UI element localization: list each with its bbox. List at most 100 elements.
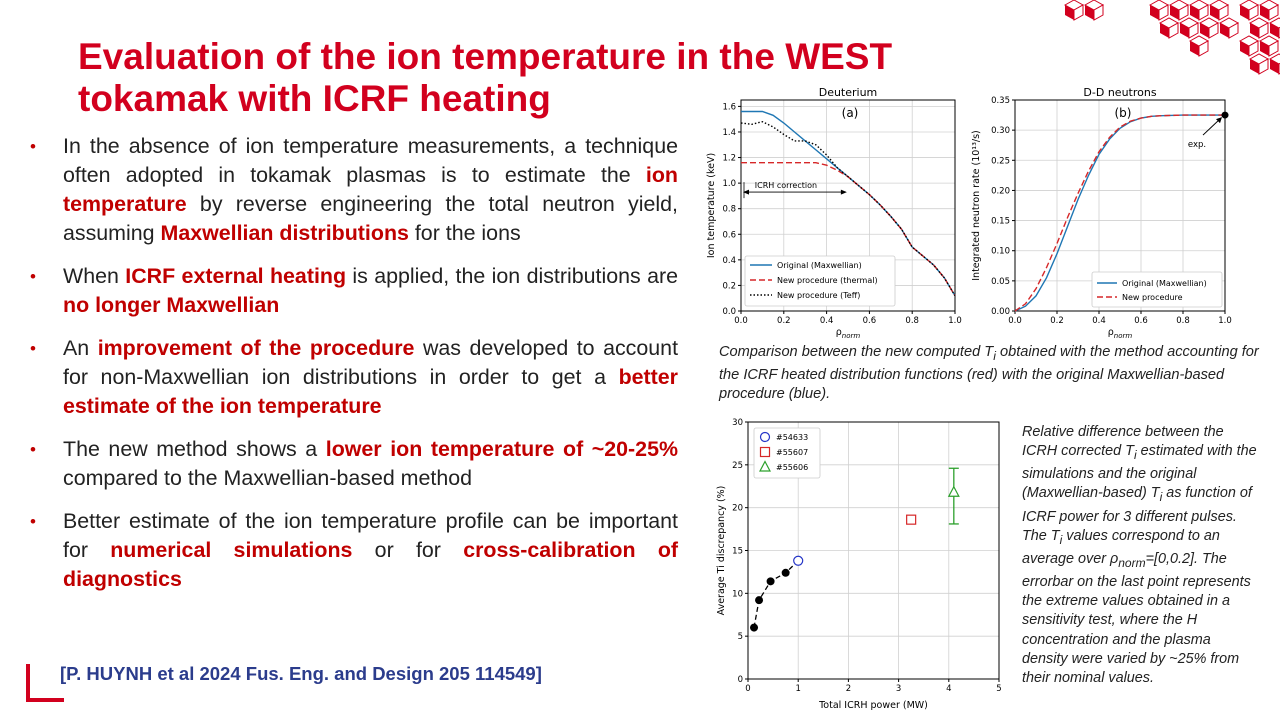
bullet-text: Better estimate of the ion temperature p…	[63, 509, 678, 562]
bullet-marker: •	[30, 339, 36, 358]
series-line	[740, 120, 956, 297]
legend-label: Original (Maxwellian)	[777, 261, 862, 270]
cube-left	[1250, 23, 1259, 38]
cube-left	[1150, 5, 1159, 20]
chart-title: Deuterium	[819, 86, 878, 99]
y-tick-label: 0.10	[991, 247, 1010, 257]
legend-label: Original (Maxwellian)	[1122, 279, 1207, 288]
legend-box	[753, 427, 821, 479]
cube-right	[1208, 22, 1219, 39]
caption2-ti-subscript-2: i	[1159, 490, 1163, 505]
bullet-text: was developed to account for non-Maxwell…	[63, 336, 679, 389]
data-point-triangle	[947, 485, 960, 497]
caption2-ti-subscript-1: i	[1133, 448, 1137, 463]
x-tick-label: 0.4	[820, 316, 834, 326]
y-tick-label: 0.15	[991, 217, 1010, 227]
legend-label: #55606	[776, 463, 808, 472]
bullet-text: for the ions	[408, 221, 521, 245]
panel-label: (a)	[842, 106, 859, 120]
y-axis-label: Ion temperature (keV)	[706, 153, 717, 258]
x-tick-label: 0.0	[1008, 316, 1022, 326]
bullet-text: When	[63, 264, 126, 288]
legend-label: #55607	[776, 448, 808, 457]
y-tick-label: 15	[732, 547, 743, 557]
cube-left	[1170, 5, 1179, 20]
legend-label: New procedure (thermal)	[777, 276, 878, 285]
legend-label: New procedure	[1122, 293, 1183, 302]
caption2-text-b: estimated with the simulations and the o…	[1022, 443, 1257, 502]
bullet-text: compared to the Maxwellian-based method	[63, 466, 473, 490]
cube-left	[1270, 59, 1279, 74]
caption2-text-c: as function of ICRF power for 3 differen…	[1022, 485, 1252, 544]
cube-right	[1188, 22, 1199, 39]
caption2-ti-symbol-3: T	[1050, 527, 1060, 544]
x-tick-label: 0.6	[863, 316, 877, 326]
bullet-marker: •	[30, 137, 36, 156]
legend-marker	[759, 460, 771, 472]
cube-left	[1270, 23, 1279, 38]
panel-label: (b)	[1115, 106, 1132, 120]
x-tick-label: 2	[846, 684, 851, 694]
cube-right	[1158, 4, 1169, 21]
arrow-head-left	[743, 189, 749, 195]
bullet-item: • Better estimate of the ion temperature …	[30, 507, 678, 594]
bullet-text: by reverse engineering the total neutron…	[63, 192, 678, 245]
cube-right	[1168, 22, 1179, 39]
bullet-text: An	[63, 336, 98, 360]
cube-left	[1240, 41, 1249, 56]
cube-right	[1178, 4, 1189, 21]
y-tick-label: 30	[732, 418, 743, 428]
cube-right	[1198, 4, 1209, 21]
exp-arrow-head	[1216, 117, 1222, 124]
data-point-black	[781, 568, 790, 577]
x-tick-label: 1.0	[1218, 316, 1232, 326]
x-tick-label: 0.4	[1092, 316, 1106, 326]
series-line	[1014, 114, 1225, 312]
cube-left	[1250, 59, 1259, 74]
chart-dd-neutrons: 0.0 0.2 0.4 0.6 0.8 1.0 0.00 0.05 0.10 0.15 0.20 0.…	[971, 86, 1232, 340]
y-axis-label: Integrated neutron rate (10¹³/s)	[971, 130, 982, 281]
cube-right	[1228, 22, 1239, 39]
plot-frame	[740, 99, 956, 312]
chart-deuterium-temperature: 0.0 0.2 0.4 0.6 0.8 1.0 0.0 0.2 0.4 0.6 0.8 1.0 1.2 1…	[706, 86, 962, 340]
citation-reference: [P. HUYNH et al 2024 Fus. Eng. and Desig…	[60, 663, 542, 684]
y-tick-label: 0.4	[722, 256, 736, 266]
bullet-marker: •	[30, 267, 36, 286]
cube-right	[1248, 4, 1259, 21]
bullet-item: • The new method shows a lower ion temper…	[30, 435, 678, 493]
highlighted-text: cross-calibration of diagnostics	[63, 538, 679, 591]
data-point-circle	[793, 555, 804, 566]
cube-left	[1220, 23, 1229, 38]
cube-right	[1268, 4, 1279, 21]
caption1-text-b: obtained with the method accounting for …	[719, 344, 1259, 402]
caption-comparison: Comparison between the new computed Ti o…	[719, 343, 1259, 404]
bullet-text: is applied, the ion distributions are	[346, 264, 678, 288]
highlighted-text: better estimate of the ion temperature	[63, 365, 678, 418]
cube-left	[1260, 41, 1269, 56]
x-tick-label: 0.8	[1176, 316, 1190, 326]
x-tick-label: 0.0	[734, 316, 748, 326]
y-tick-label: 1.6	[722, 102, 736, 112]
data-point-black	[766, 577, 775, 586]
y-tick-label: 25	[732, 461, 743, 471]
cube-right	[1268, 40, 1279, 57]
trend-line	[753, 560, 799, 628]
highlighted-text: lower ion temperature of ~20-25%	[325, 437, 678, 461]
x-tick-label: 0.2	[777, 316, 791, 326]
x-tick-label: 0.6	[1134, 316, 1148, 326]
x-tick-label: 0.2	[1050, 316, 1064, 326]
cube-left	[1190, 41, 1199, 56]
bullet-text: In the absence of ion temperature measur…	[63, 134, 678, 187]
title-line-1: Evaluation of the ion temperature in the…	[78, 36, 893, 77]
data-point-black	[755, 596, 764, 605]
legend-marker	[759, 446, 771, 458]
bullet-marker: •	[30, 512, 36, 531]
highlighted-text: ion temperature	[63, 163, 678, 216]
cube-left	[1190, 5, 1199, 20]
highlighted-text: improvement of the procedure	[97, 336, 415, 360]
cube-left	[1160, 23, 1169, 38]
title-line-2: tokamak with ICRF heating	[78, 78, 551, 119]
cube-left	[1065, 5, 1074, 20]
y-tick-label: 0.30	[991, 126, 1010, 136]
caption2-ti-symbol-1: T	[1125, 443, 1134, 460]
